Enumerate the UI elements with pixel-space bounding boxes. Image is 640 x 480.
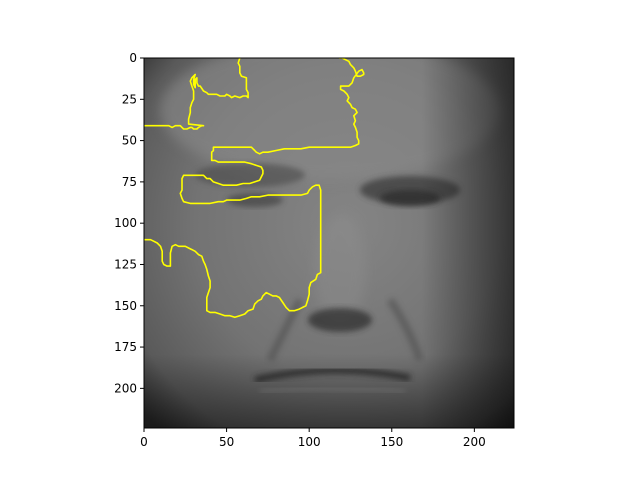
y-tick-label: 75 (122, 175, 137, 189)
y-tick-label: 25 (122, 92, 137, 106)
x-tick-label: 150 (380, 435, 403, 449)
face-image (144, 58, 514, 428)
y-tick-label: 100 (114, 216, 137, 230)
contour-2 (144, 58, 365, 319)
y-tick-label: 150 (114, 299, 137, 313)
axes-frame (143, 57, 515, 429)
saliency-contours (144, 58, 365, 319)
x-tick-label: 100 (298, 435, 321, 449)
y-tick-label: 200 (114, 381, 137, 395)
contour-1 (144, 58, 249, 130)
y-tick-label: 125 (114, 257, 137, 271)
x-tick-label: 50 (219, 435, 234, 449)
x-tick-label: 0 (140, 435, 148, 449)
y-tick-label: 0 (129, 51, 137, 65)
y-tick-label: 175 (114, 340, 137, 354)
x-tick-label: 200 (463, 435, 486, 449)
y-axis: 0 25 50 75 100 125 150 175 200 (114, 51, 144, 395)
x-axis: 0 50 100 150 200 (140, 428, 486, 449)
y-tick-label: 50 (122, 134, 137, 148)
